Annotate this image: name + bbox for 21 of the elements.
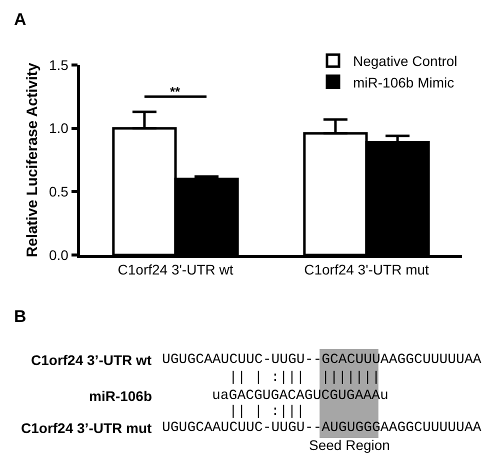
text: UGUGCAAUCUUC-UUGU--AUGUGGGAAGGCUUUUUAA <box>162 420 482 436</box>
y-tick-label: 0.0 <box>48 246 69 263</box>
text: C1orf24 3’-UTR mut <box>21 420 152 436</box>
x-tick-label: C1orf24 3'-UTR wt <box>118 262 234 278</box>
text: UGUGCAAUCUUC-UUGU--GCACUUUAAGGCUUUUUAA <box>162 352 482 368</box>
text: || | :||| ||||||| <box>229 370 380 386</box>
y-tick-label: 0.5 <box>48 184 69 200</box>
text: A <box>14 10 26 29</box>
text: Seed Region <box>309 437 390 453</box>
y-tick-label: 1.5 <box>48 56 69 73</box>
y-tick-label: 1.0 <box>48 120 69 136</box>
text: || | :||| <box>229 404 305 420</box>
y-axis-title: Relative Luciferase Activity <box>24 62 42 258</box>
text: C1orf24 3’-UTR wt <box>31 352 152 368</box>
text: uaGACGUGACAGUCGUGAAAu <box>212 388 388 404</box>
legend-label: miR-106b Mimic <box>353 74 454 90</box>
text: miR-106b <box>89 388 152 404</box>
x-tick-label: C1orf24 3'-UTR mut <box>304 262 430 278</box>
legend-label: Negative Control <box>353 53 458 70</box>
text: B <box>14 307 26 326</box>
annotation: ** <box>170 84 182 99</box>
